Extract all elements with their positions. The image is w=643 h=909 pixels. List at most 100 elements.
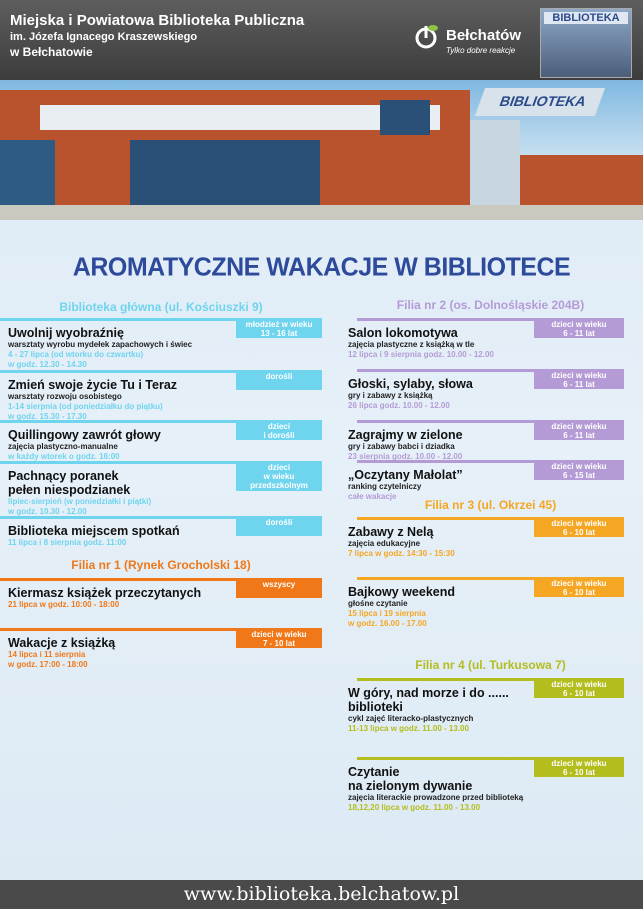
event-date: 18,12,20 lipca w godz. 11.00 - 13.00	[348, 803, 481, 812]
event-subtitle: głośne czytanie	[348, 599, 408, 608]
event-text: Zmień swoje życie Tu i Teraz warsztaty ro…	[8, 378, 256, 422]
event-title: Głoski, sylaby, słowa	[348, 377, 473, 391]
event-date: 11 lipca i 8 sierpnia godz. 11:00	[8, 538, 127, 547]
city-logo-text: Bełchatów	[446, 27, 522, 44]
event-title: Zabawy z Nelą	[348, 525, 434, 539]
event-date: 21 lipca w godz. 10:00 - 18:00	[8, 600, 120, 609]
event-date: w każdy wtorek o godz. 16:00	[8, 452, 120, 461]
city-slogan: Tylko dobre reakcje	[446, 46, 516, 55]
event-divider	[357, 577, 624, 580]
audience-badge: dorośli	[236, 370, 322, 390]
event-date: 15 lipca i 19 sierpnia w godz. 16.00 - 1…	[348, 609, 427, 628]
event-date: 7 lipca w godz. 14:30 - 15:30	[348, 549, 455, 558]
event-subtitle: gry i zabawy z książką	[348, 391, 433, 400]
event-divider	[0, 461, 322, 464]
event-date: 23 sierpnia godz. 10.00 - 12.00	[348, 452, 463, 461]
library-name: Miejska i Powiatowa Biblioteka Publiczna	[10, 12, 305, 29]
library-sign-text: BIBLIOTEKA	[544, 12, 628, 24]
audience-badge: dzieci w wieku 7 - 10 lat	[236, 628, 322, 648]
library-building-photo: BIBLIOTEKA	[0, 80, 643, 220]
event-subtitle: zajęcia plastyczno-manualne	[8, 442, 118, 451]
audience-badge: wszyscy	[236, 578, 322, 598]
audience-badge: dzieci w wieku 6 - 15 lat	[534, 460, 624, 480]
event-text: Biblioteka miejscem spotkań 11 lipca i 8 …	[8, 524, 256, 548]
audience-badge: dzieci w wieku 6 - 11 lat	[534, 369, 624, 389]
event-divider	[357, 757, 624, 760]
event-text: W góry, nad morze i do ...... biblioteki…	[348, 686, 554, 734]
event-title: Bajkowy weekend	[348, 585, 455, 599]
section-heading: Filia nr 2 (os. Dolnośląskie 204B)	[396, 298, 585, 312]
event-date: 11-13 lipca w godz. 11.00 - 13.00	[348, 724, 469, 733]
event-title: W góry, nad morze i do ...... biblioteki	[348, 686, 509, 714]
library-patron: im. Józefa Ignacego Kraszewskiego	[10, 31, 198, 43]
footer-url[interactable]: www.biblioteka.belchatow.pl	[0, 880, 643, 909]
event-title: Pachnący poranek pełen niespodzianek	[8, 469, 131, 497]
event-date: lipiec-sierpień (w poniedziałki i piątki…	[8, 497, 152, 516]
event-divider	[0, 420, 322, 423]
event-subtitle: cykl zajęć literacko-plastycznych	[348, 714, 474, 723]
audience-badge: młodzież w wieku 13 - 16 lat	[236, 318, 322, 338]
event-text: Zagrajmy w zielone gry i zabawy babci i d…	[348, 428, 554, 462]
event-divider	[357, 517, 624, 520]
header: Miejska i Powiatowa Biblioteka Publiczna…	[0, 0, 643, 80]
audience-badge: dzieci w wieku 6 - 10 lat	[534, 577, 624, 597]
event-subtitle: gry i zabawy babci i dziadka	[348, 442, 455, 451]
event-title: „Oczytany Małolat”	[348, 468, 463, 482]
audience-badge: dzieci w wieku 6 - 10 lat	[534, 757, 624, 777]
audience-badge: dzieci i dorośli	[236, 420, 322, 440]
event-text: Bajkowy weekend głośne czytanie 15 lipca i…	[348, 585, 554, 629]
event-subtitle: zajęcia edukacyjne	[348, 539, 421, 548]
event-divider	[357, 369, 624, 372]
event-divider	[357, 460, 624, 463]
event-title: Biblioteka miejscem spotkań	[8, 524, 180, 538]
event-date: 12 lipca i 9 sierpnia godz. 10.00 - 12.0…	[348, 350, 494, 359]
event-text: Zabawy z Nelą zajęcia edukacyjne 7 lipca w…	[348, 525, 554, 559]
event-title: Uwolnij wyobraźnię	[8, 326, 124, 340]
event-date: 14 lipca i 11 sierpnia w godz. 17:00 - 1…	[8, 650, 88, 669]
event-title: Wakacje z książką	[8, 636, 116, 650]
section-heading: Filia nr 1 (Rynek Grocholski 18)	[71, 558, 251, 572]
event-subtitle: warsztaty wyrobu mydełek zapachowych i ś…	[8, 340, 193, 349]
event-title: Czytanie na zielonym dywanie	[348, 765, 473, 793]
audience-badge: dzieci w wieku przedszkolnym	[236, 461, 322, 491]
audience-badge: dzieci w wieku 6 - 10 lat	[534, 517, 624, 537]
event-text: „Oczytany Małolat” ranking czytelniczy cał…	[348, 468, 554, 502]
building-sign: BIBLIOTEKA	[474, 88, 606, 116]
event-divider	[0, 628, 322, 631]
event-divider	[357, 318, 624, 321]
event-title: Kiermasz książek przeczytanych	[8, 586, 202, 600]
event-date: 1-14 sierpnia (od poniedziałku do piątku…	[8, 402, 163, 421]
event-subtitle: zajęcia plastyczne z książką w tle	[348, 340, 475, 349]
audience-badge: dzieci w wieku 6 - 10 lat	[534, 678, 624, 698]
event-divider	[0, 578, 322, 581]
event-text: Salon lokomotywa zajęcia plastyczne z ksi…	[348, 326, 554, 360]
event-title: Zmień swoje życie Tu i Teraz	[8, 378, 178, 392]
event-date: 26 lipca godz. 10.00 - 12.00	[348, 401, 450, 410]
event-divider	[357, 678, 624, 681]
event-text: Uwolnij wyobraźnię warsztaty wyrobu mydeł…	[8, 326, 256, 370]
event-divider	[0, 516, 322, 519]
library-city: w Bełchatowie	[10, 45, 93, 59]
event-divider	[0, 370, 322, 373]
city-logo-icon	[415, 25, 438, 49]
event-text: Pachnący poranek pełen niespodzianek lipi…	[8, 469, 256, 517]
event-title: Zagrajmy w zielone	[348, 428, 463, 442]
event-title: Quillingowy zawrót głowy	[8, 428, 161, 442]
event-subtitle: ranking czytelniczy	[348, 482, 422, 491]
section-heading: Filia nr 3 (ul. Okrzei 45)	[424, 498, 557, 512]
audience-badge: dzieci w wieku 6 - 11 lat	[534, 318, 624, 338]
event-text: Czytanie na zielonym dywanie zajęcia lite…	[348, 765, 554, 813]
event-text: Quillingowy zawrót głowy zajęcia plastycz…	[8, 428, 256, 462]
event-text: Wakacje z książką 14 lipca i 11 sierpnia …	[8, 636, 256, 670]
event-text: Kiermasz książek przeczytanych 21 lipca w…	[8, 586, 256, 610]
event-divider	[0, 318, 322, 321]
audience-badge: dzieci w wieku 6 - 11 lat	[534, 420, 624, 440]
audience-badge: dorośli	[236, 516, 322, 536]
section-heading: Biblioteka główna (ul. Kościuszki 9)	[59, 300, 263, 314]
event-subtitle: zajęcia literackie prowadzone przed bibl…	[348, 793, 524, 802]
event-date: całe wakacje	[348, 492, 397, 501]
event-title: Salon lokomotywa	[348, 326, 458, 340]
poster-title: AROMATYCZNE WAKACJE W BIBLIOTECE	[72, 252, 571, 282]
section-heading: Filia nr 4 (ul. Turkusowa 7)	[415, 658, 566, 672]
event-divider	[357, 420, 624, 423]
